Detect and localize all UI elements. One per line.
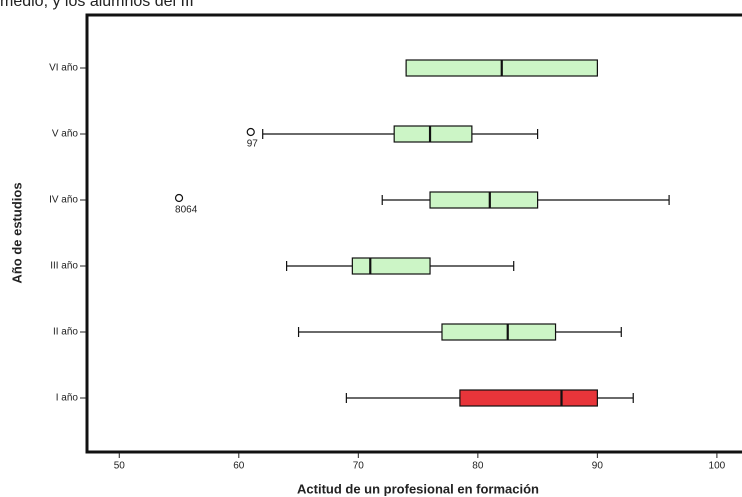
box (429, 191, 539, 209)
y-tick-label: VI año (49, 63, 78, 74)
y-tick-label: II año (53, 327, 78, 338)
y-tick-label: III año (50, 261, 78, 272)
x-tick-label: 80 (472, 461, 484, 472)
x-tick-label: 90 (592, 461, 604, 472)
y-tick-label: I año (56, 393, 79, 404)
outlier-label: 8064 (175, 205, 198, 216)
box (393, 125, 473, 143)
box (351, 257, 431, 275)
caption: medio, y los alumnos del III (0, 0, 194, 10)
y-axis-title: Año de estudios (9, 182, 24, 283)
y-tick-label: V año (52, 129, 79, 140)
x-tick-label: 50 (114, 461, 126, 472)
box (441, 323, 557, 341)
outlier (174, 193, 184, 203)
y-tick-label: IV año (49, 195, 78, 206)
outlier-label: 97 (247, 139, 259, 150)
outlier (246, 127, 255, 137)
x-axis-title: Actitud de un profesional en formación (297, 481, 539, 496)
x-tick-label: 60 (233, 461, 245, 472)
plot-frame (85, 13, 742, 454)
x-tick-label: 70 (353, 461, 365, 472)
box (459, 389, 598, 407)
x-tick-label: 100 (709, 461, 726, 472)
